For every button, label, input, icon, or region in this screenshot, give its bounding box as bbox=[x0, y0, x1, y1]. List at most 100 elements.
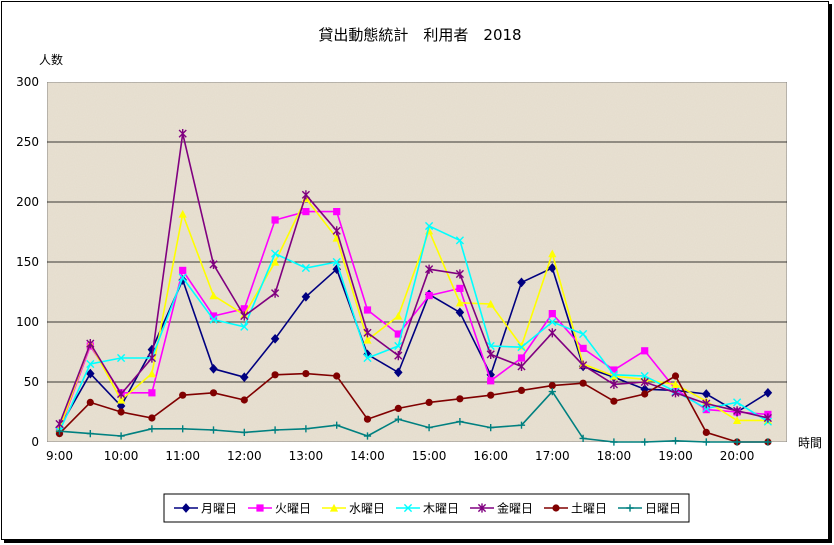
data-point bbox=[579, 329, 588, 339]
data-point bbox=[579, 360, 588, 370]
legend-label: 木曜日 bbox=[423, 502, 459, 516]
data-point bbox=[301, 190, 310, 200]
x-tick-label: 14:00 bbox=[350, 449, 385, 463]
series-line bbox=[59, 390, 768, 443]
data-point bbox=[178, 129, 187, 139]
y-tick-label: 250 bbox=[16, 135, 39, 149]
data-point bbox=[117, 353, 126, 363]
data-point bbox=[610, 366, 618, 374]
data-point bbox=[640, 371, 649, 381]
data-point bbox=[763, 413, 772, 423]
data-point bbox=[86, 339, 95, 349]
line-chart: 貸出動態統計 利用者 2018 人数 時間 0 50 100 150 200 250 300… bbox=[16, 26, 822, 523]
data-point bbox=[702, 428, 710, 436]
series-7 bbox=[55, 388, 772, 446]
data-point bbox=[487, 424, 495, 432]
x-tick-label: 10:00 bbox=[104, 449, 139, 463]
series-line bbox=[58, 196, 768, 430]
data-point bbox=[240, 305, 248, 313]
data-point bbox=[626, 504, 634, 512]
data-point bbox=[209, 291, 218, 300]
data-point bbox=[425, 424, 433, 432]
data-point bbox=[487, 391, 495, 399]
data-point bbox=[86, 359, 95, 369]
data-point bbox=[240, 322, 249, 331]
data-point bbox=[86, 430, 94, 438]
data-point bbox=[456, 418, 464, 426]
data-point bbox=[425, 292, 433, 300]
data-point bbox=[671, 380, 680, 388]
data-point bbox=[548, 310, 556, 318]
data-point bbox=[147, 353, 156, 363]
data-point bbox=[240, 396, 248, 404]
data-point bbox=[702, 399, 711, 409]
data-point bbox=[394, 311, 403, 320]
data-point bbox=[181, 503, 191, 513]
data-point bbox=[86, 398, 94, 406]
data-point bbox=[148, 389, 156, 397]
data-point bbox=[302, 370, 310, 378]
data-point bbox=[552, 504, 560, 512]
data-point bbox=[55, 419, 64, 429]
data-point bbox=[363, 306, 372, 314]
data-point bbox=[271, 371, 279, 379]
data-point bbox=[333, 208, 341, 216]
series-line bbox=[58, 133, 769, 425]
data-point bbox=[455, 236, 464, 245]
data-point bbox=[301, 263, 310, 273]
legend-label: 水曜日 bbox=[349, 502, 385, 516]
data-point bbox=[117, 408, 125, 416]
data-point bbox=[179, 425, 187, 433]
data-point bbox=[329, 503, 339, 512]
data-point bbox=[702, 406, 710, 414]
y-tick-label: 100 bbox=[16, 315, 39, 329]
data-point bbox=[363, 353, 372, 363]
data-point bbox=[240, 372, 249, 383]
data-point bbox=[517, 361, 526, 371]
series-line bbox=[58, 224, 769, 432]
x-tick-label: 18:00 bbox=[597, 449, 632, 463]
data-point bbox=[610, 397, 618, 405]
data-point bbox=[487, 377, 495, 385]
data-point bbox=[394, 367, 403, 378]
data-point bbox=[733, 416, 742, 424]
x-tick-label: 17:00 bbox=[535, 449, 570, 463]
data-point bbox=[301, 291, 311, 302]
data-point bbox=[117, 389, 126, 399]
data-point bbox=[733, 398, 742, 407]
data-point bbox=[333, 372, 341, 380]
legend-label: 土曜日 bbox=[571, 502, 607, 516]
series-4 bbox=[55, 221, 772, 436]
y-axis-ticks: 0 50 100 150 200 250 300 bbox=[16, 75, 39, 449]
legend-item: 土曜日 bbox=[544, 502, 607, 516]
data-point bbox=[609, 370, 618, 379]
data-point bbox=[517, 343, 526, 352]
data-point bbox=[179, 266, 187, 274]
legend: 月曜日 火曜日 水曜日 木曜日 金曜日 土曜日 日曜日 bbox=[163, 493, 690, 523]
legend-item: 水曜日 bbox=[322, 502, 385, 516]
data-point bbox=[271, 257, 280, 266]
data-point bbox=[363, 328, 372, 338]
x-tick-label: 11:00 bbox=[165, 449, 200, 463]
data-point bbox=[302, 425, 310, 433]
legend-item: 火曜日 bbox=[248, 502, 311, 516]
y-tick-label: 0 bbox=[31, 435, 39, 449]
data-point bbox=[548, 382, 556, 390]
legend-label: 日曜日 bbox=[645, 502, 681, 516]
data-point bbox=[271, 216, 279, 224]
series-6 bbox=[55, 370, 772, 446]
data-point bbox=[425, 221, 434, 231]
data-point bbox=[456, 395, 464, 403]
data-point bbox=[332, 226, 341, 236]
data-point bbox=[209, 426, 218, 434]
data-point bbox=[148, 425, 156, 433]
data-point bbox=[579, 434, 587, 442]
data-point bbox=[425, 264, 434, 274]
data-point bbox=[609, 379, 618, 389]
series-5 bbox=[55, 129, 772, 429]
legend-item: 木曜日 bbox=[396, 502, 459, 516]
data-point bbox=[517, 421, 526, 429]
data-point bbox=[517, 277, 526, 288]
x-tick-label: 19:00 bbox=[658, 449, 693, 463]
x-tick-label: 13:00 bbox=[289, 449, 324, 463]
